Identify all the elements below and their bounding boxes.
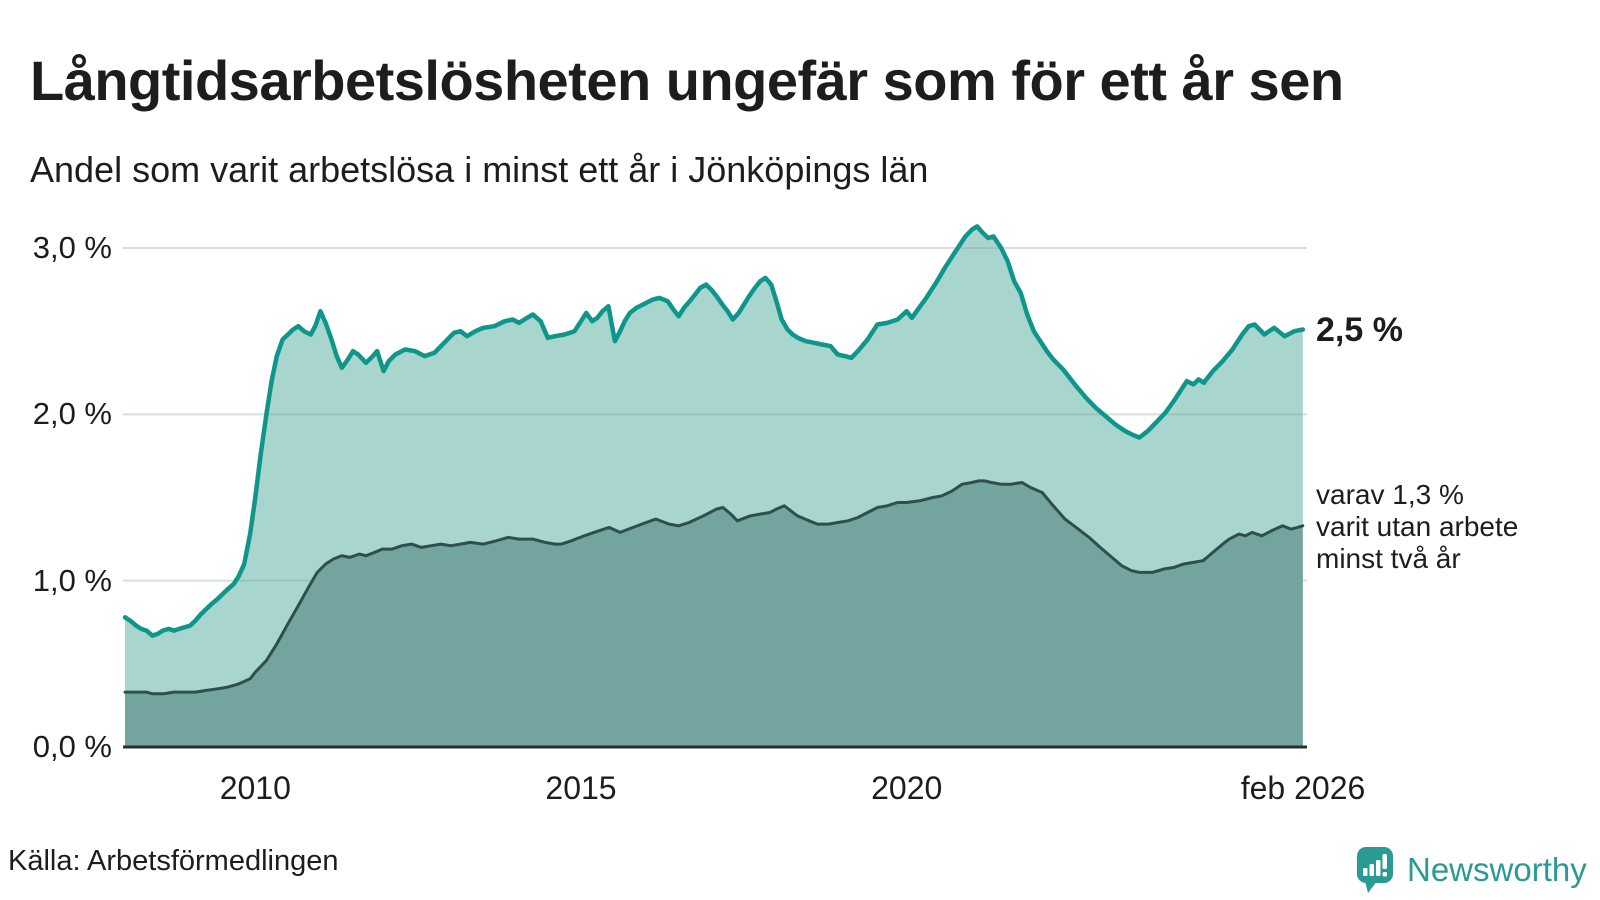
newsworthy-logo[interactable]: Newsworthy	[1356, 846, 1587, 894]
two-year-annotation-line: varit utan arbete	[1316, 510, 1519, 542]
two-year-line	[123, 479, 1305, 696]
y-tick-label: 2,0 %	[32, 396, 112, 432]
page-title: Långtidsarbetslösheten ungefär som för e…	[30, 48, 1344, 112]
total-line	[122, 224, 1306, 638]
y-tick-label: 0,0 %	[32, 729, 112, 764]
latest-value-annotation: 2,5 %	[1316, 310, 1403, 349]
chart-subtitle: Andel som varit arbetslösa i minst ett å…	[30, 149, 929, 190]
newsworthy-logo-icon	[1356, 846, 1394, 894]
two-year-annotation: varav 1,3 % varit utan arbete minst två …	[1316, 479, 1518, 575]
y-tick-label: 3,0 %	[32, 230, 112, 265]
x-tick-label: 2015	[545, 770, 617, 806]
newsworthy-logo-text: Newsworthy	[1407, 851, 1587, 888]
source-note: Källa: Arbetsförmedlingen	[8, 845, 339, 877]
two-year-annotation-line: varav 1,3 %	[1316, 478, 1464, 510]
x-tick-label: 2020	[871, 770, 943, 806]
x-tick-label: 2010	[219, 770, 291, 806]
two-year-annotation-line: minst två år	[1316, 542, 1461, 574]
y-tick-label: 1,0 %	[32, 562, 112, 598]
x-tick-label: feb 2026	[1240, 770, 1366, 806]
